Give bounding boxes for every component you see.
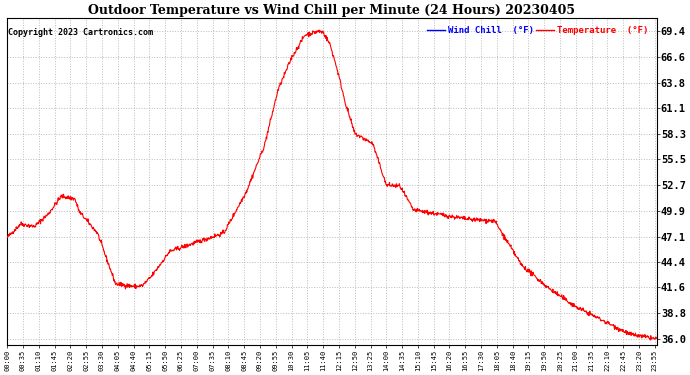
Legend: Wind Chill  (°F), Temperature  (°F): Wind Chill (°F), Temperature (°F) bbox=[424, 23, 652, 39]
Title: Outdoor Temperature vs Wind Chill per Minute (24 Hours) 20230405: Outdoor Temperature vs Wind Chill per Mi… bbox=[88, 4, 575, 17]
Text: Copyright 2023 Cartronics.com: Copyright 2023 Cartronics.com bbox=[8, 28, 153, 37]
